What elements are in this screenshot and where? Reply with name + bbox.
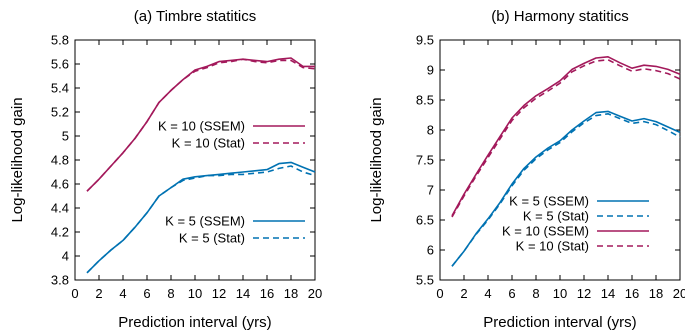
timbre-x-tick-label: 4 bbox=[119, 286, 126, 301]
timbre-y-tick-label: 4.2 bbox=[51, 225, 69, 240]
harmony-x-tick-label: 16 bbox=[625, 286, 639, 301]
harmony-legend-label-k-5-stat: K = 5 (Stat) bbox=[523, 209, 589, 224]
harmony-y-tick-label: 7 bbox=[427, 183, 434, 198]
harmony-x-tick-label: 8 bbox=[532, 286, 539, 301]
harmony-x-tick-label: 18 bbox=[649, 286, 663, 301]
timbre-series bbox=[86, 57, 316, 274]
timbre-x-tick-label: 0 bbox=[71, 286, 78, 301]
timbre-y-tick-label: 5.8 bbox=[51, 33, 69, 48]
timbre-x-tick-label: 2 bbox=[95, 286, 102, 301]
timbre-x-axis-label: Prediction interval (yrs) bbox=[118, 314, 271, 331]
harmony-y-tick-label: 6 bbox=[427, 243, 434, 258]
timbre-series-k-10-stat bbox=[86, 58, 316, 192]
timbre-x-tick-label: 8 bbox=[167, 286, 174, 301]
timbre-legend-label-k-10-stat: K = 10 (Stat) bbox=[172, 136, 245, 151]
timbre-legend-label-k-5-stat: K = 5 (Stat) bbox=[179, 231, 245, 246]
harmony-x-tick-label: 10 bbox=[553, 286, 567, 301]
timbre-x-tick-label: 14 bbox=[236, 286, 250, 301]
harmony-y-tick-label: 9.5 bbox=[416, 33, 434, 48]
timbre-y-tick-label: 3.8 bbox=[51, 273, 69, 288]
harmony-x-axis-label: Prediction interval (yrs) bbox=[483, 314, 636, 331]
timbre-y-tick-label: 5.4 bbox=[51, 81, 69, 96]
harmony-x-tick-label: 20 bbox=[673, 286, 685, 301]
harmony-series bbox=[451, 55, 681, 267]
harmony-x-tick-label: 0 bbox=[436, 286, 443, 301]
harmony-y-tick-label: 5.5 bbox=[416, 273, 434, 288]
harmony-series-k-5-stat bbox=[451, 113, 681, 267]
timbre-y-tick-label: 4.6 bbox=[51, 177, 69, 192]
harmony-panel: (b) Harmony statitics 5.5 6 6.5 7 7.5 8 8.5 9 9.… bbox=[368, 8, 685, 331]
timbre-series-k-5-stat bbox=[86, 165, 316, 274]
harmony-y-tick-label: 6.5 bbox=[416, 213, 434, 228]
harmony-x-tick-label: 6 bbox=[508, 286, 515, 301]
timbre-legend-label-k-5-ssem: K = 5 (SSEM) bbox=[165, 214, 245, 229]
harmony-y-ticks: 5.5 6 6.5 7 7.5 8 8.5 9 9.5 bbox=[416, 33, 680, 288]
timbre-legend: K = 10 (SSEM) K = 10 (Stat) K = 5 (SSEM) K … bbox=[158, 119, 305, 246]
timbre-y-tick-label: 4.8 bbox=[51, 153, 69, 168]
timbre-y-tick-label: 5.6 bbox=[51, 57, 69, 72]
harmony-legend-label-k-10-ssem: K = 10 (SSEM) bbox=[502, 224, 589, 239]
timbre-x-tick-label: 12 bbox=[212, 286, 226, 301]
harmony-x-tick-label: 2 bbox=[460, 286, 467, 301]
timbre-y-tick-label: 4 bbox=[62, 249, 69, 264]
timbre-y-ticks: 3.8 4 4.2 4.4 4.6 4.8 5 5.2 5.4 5.6 5.8 bbox=[51, 33, 315, 288]
harmony-y-tick-label: 9 bbox=[427, 63, 434, 78]
harmony-y-axis-label: Log-likelihood gain bbox=[368, 97, 385, 222]
timbre-x-tick-label: 16 bbox=[260, 286, 274, 301]
timbre-x-tick-label: 10 bbox=[188, 286, 202, 301]
harmony-legend-label-k-5-ssem: K = 5 (SSEM) bbox=[509, 194, 589, 209]
timbre-x-tick-label: 18 bbox=[284, 286, 298, 301]
timbre-x-tick-label: 6 bbox=[143, 286, 150, 301]
timbre-y-tick-label: 4.4 bbox=[51, 201, 69, 216]
harmony-y-tick-label: 7.5 bbox=[416, 153, 434, 168]
timbre-legend-label-k-10-ssem: K = 10 (SSEM) bbox=[158, 119, 245, 134]
harmony-chart-title: (b) Harmony statitics bbox=[491, 8, 629, 25]
timbre-y-axis-label: Log-likelihood gain bbox=[9, 97, 26, 222]
timbre-y-tick-label: 5 bbox=[62, 129, 69, 144]
harmony-legend-label-k-10-stat: K = 10 (Stat) bbox=[516, 239, 589, 254]
harmony-x-tick-label: 4 bbox=[484, 286, 491, 301]
harmony-series-k-10-ssem bbox=[451, 55, 681, 217]
harmony-x-tick-label: 14 bbox=[601, 286, 615, 301]
timbre-y-tick-label: 5.2 bbox=[51, 105, 69, 120]
timbre-x-ticks: 0 2 4 6 8 10 12 14 16 18 20 bbox=[71, 40, 322, 301]
harmony-legend: K = 5 (SSEM)K = 5 (Stat)K = 10 (SSEM)K =… bbox=[502, 194, 649, 254]
timbre-x-tick-label: 20 bbox=[308, 286, 322, 301]
harmony-y-tick-label: 8 bbox=[427, 123, 434, 138]
timbre-chart-title: (a) Timbre statitics bbox=[134, 8, 257, 25]
timbre-panel: (a) Timbre statitics 3.8 4 4.2 4.4 4.6 4.8 5 5.… bbox=[9, 8, 322, 331]
harmony-y-tick-label: 8.5 bbox=[416, 93, 434, 108]
harmony-x-tick-label: 12 bbox=[577, 286, 591, 301]
harmony-series-k-10-stat bbox=[451, 58, 681, 218]
harmony-x-ticks: 0 2 4 6 8 10 12 14 16 18 20 bbox=[436, 40, 685, 301]
